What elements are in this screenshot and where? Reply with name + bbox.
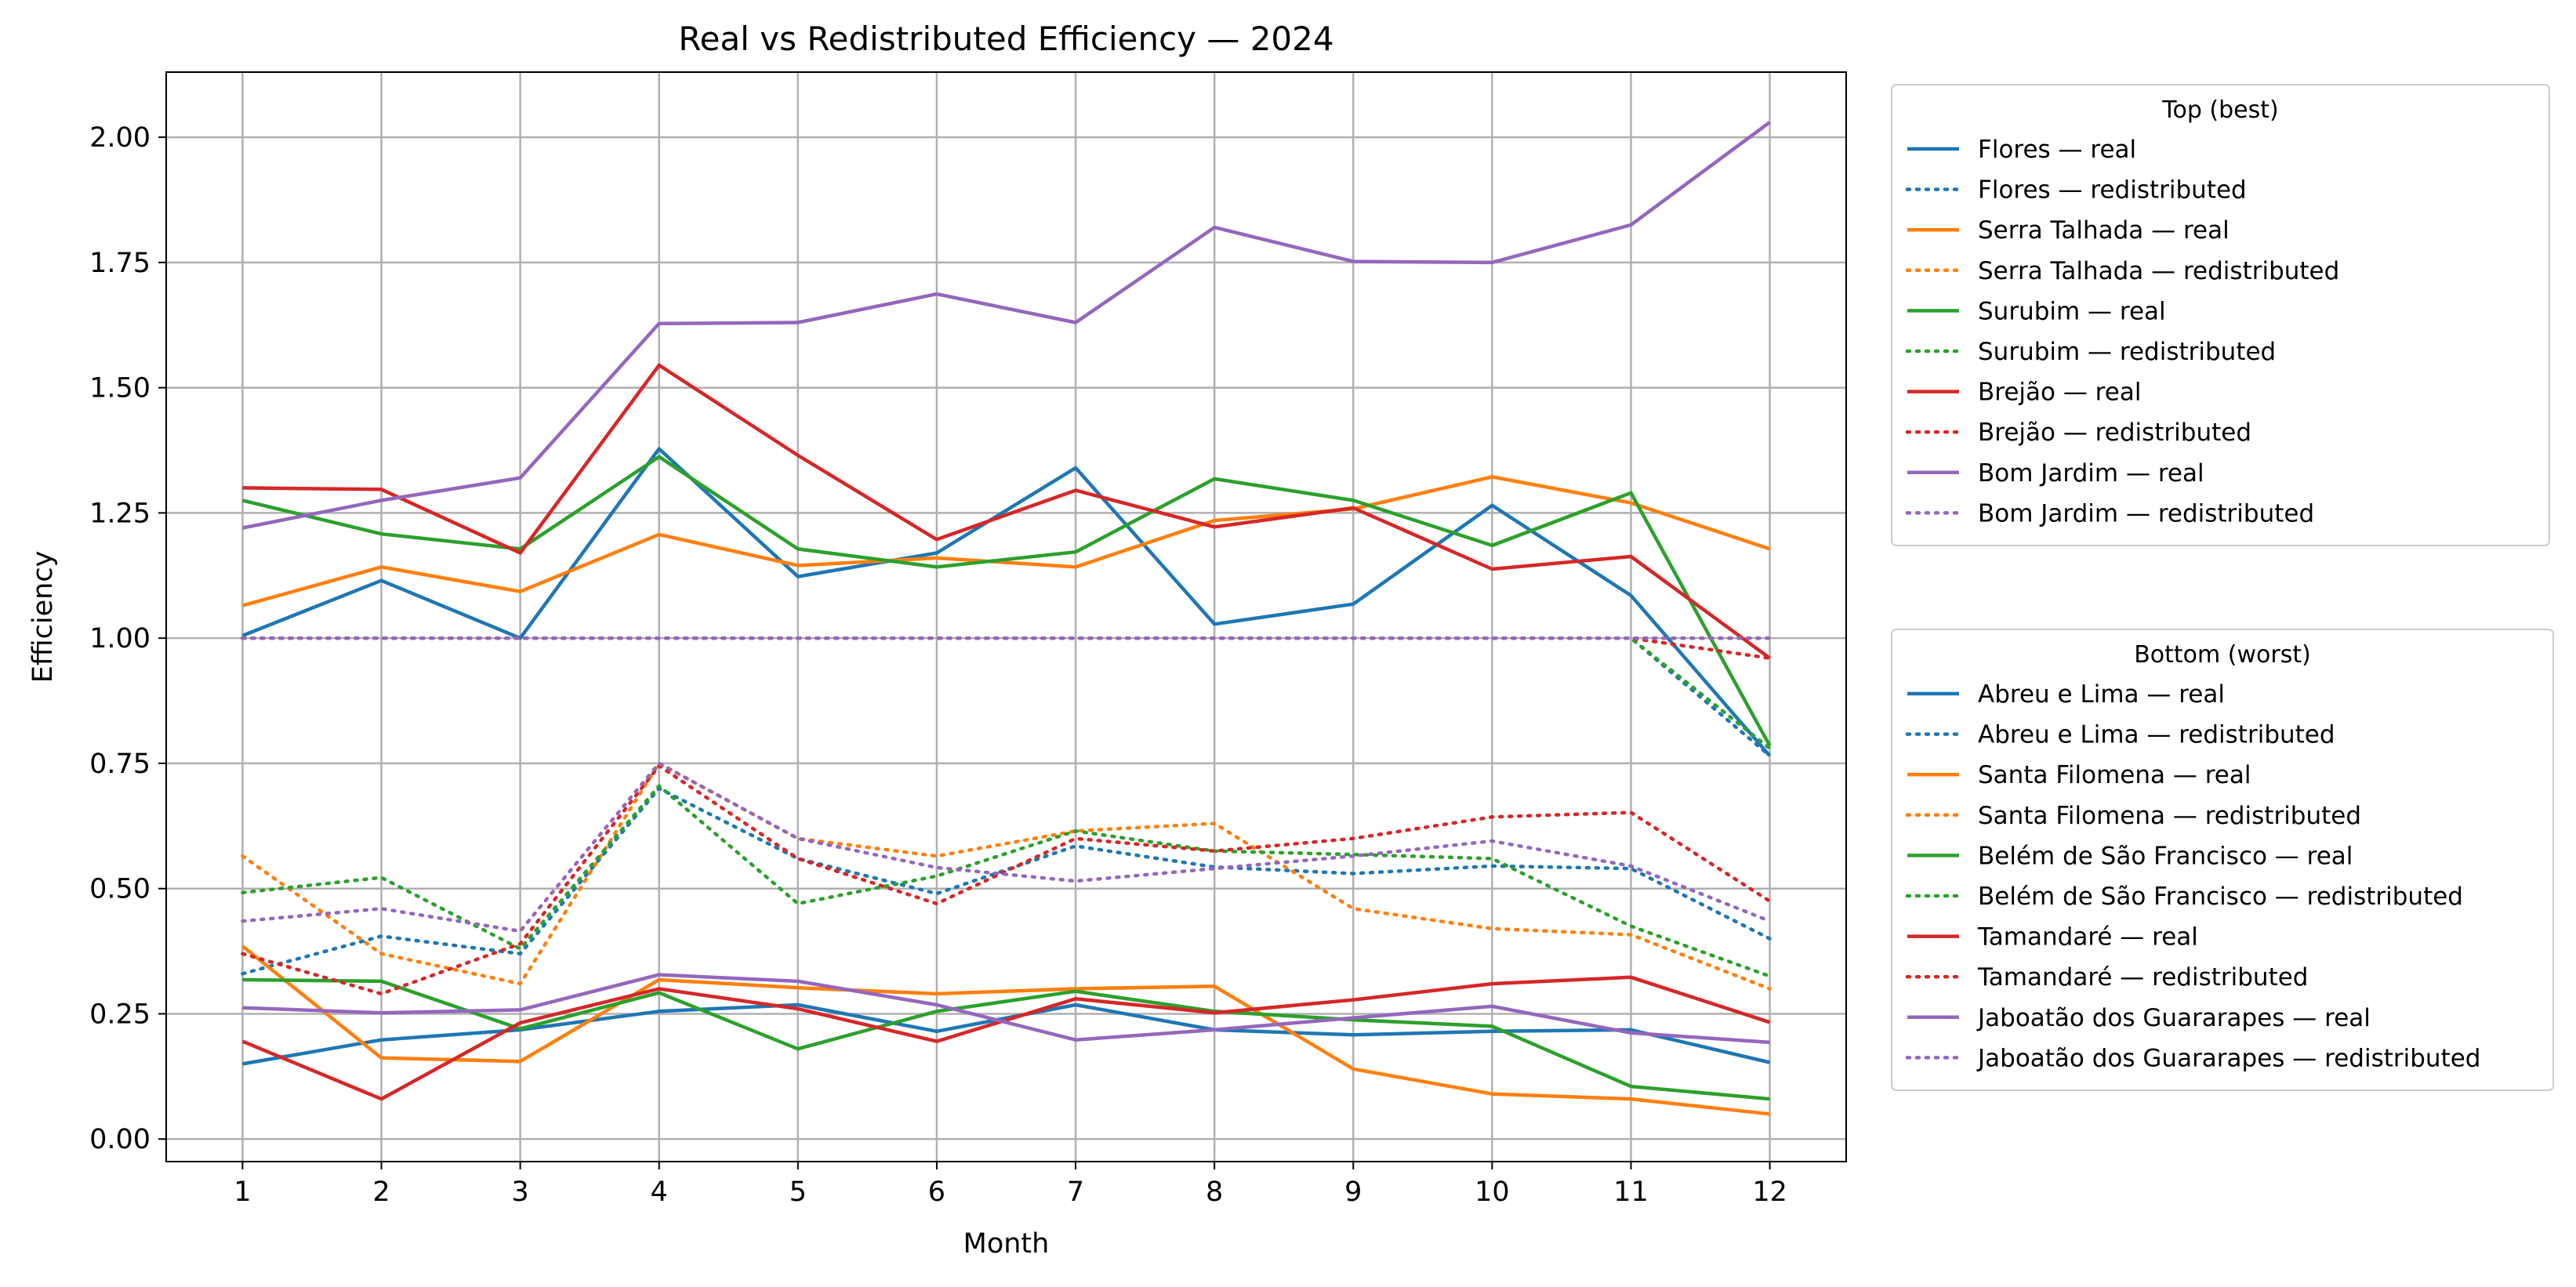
legend-label-bom-jardim-real: Bom Jardim — real [1978,459,2204,488]
y-tick-label: 2.00 [89,122,151,154]
legend-top: Top (best) Flores — real Flores — redistri… [1891,84,2550,546]
series-line-jaboatao-dos-guararapes-redistributed [241,761,1772,934]
legend-title: Bottom (worst) [2134,641,2311,669]
legend-label-abreu-e-lima-redistributed: Abreu e Lima — redistributed [1978,721,2335,749]
y-tick-label: 0.75 [89,749,151,780]
x-tick-label: 8 [1206,1176,1223,1208]
series-line-abreu-e-lima-redistributed [241,786,1772,976]
plot-frame [165,71,1847,1162]
legend-label-surubim-real: Surubim — real [1978,297,2166,325]
legend-label-brejao-real: Brejão — real [1978,379,2141,407]
legend-label-tamandare-redistributed: Tamandaré — redistributed [1977,963,2308,992]
legend-label-abreu-e-lima-real: Abreu e Lima — real [1978,680,2225,709]
series-layer [241,121,1772,1116]
legend-label-flores-real: Flores — real [1978,136,2136,164]
legend-label-jaboatao-dos-guararapes-real: Jaboatão dos Guararapes — real [1976,1004,2371,1032]
x-tick-label: 3 [511,1176,528,1208]
legend-label-serra-talhada-real: Serra Talhada — real [1978,216,2230,245]
y-tick-label: 1.50 [89,373,151,404]
y-tick-label: 0.50 [89,874,151,905]
y-tick-label: 1.00 [89,623,151,654]
x-tick-label: 11 [1613,1176,1649,1208]
legend-bottom: Bottom (worst) Abreu e Lima — real Abreu e… [1891,629,2554,1091]
ticks-layer: 1 2 3 4 5 6 7 8 9 10 11 120.000.250.500.751.001.251… [89,122,1787,1208]
y-tick-label: 0.00 [89,1124,151,1155]
x-tick-label: 5 [789,1176,807,1208]
series-line-surubim-redistributed [241,636,1772,751]
legend-label-tamandare-real: Tamandaré — real [1977,923,2198,952]
y-tick-label: 1.75 [89,248,151,279]
x-tick-label: 12 [1752,1176,1787,1208]
x-tick-label: 2 [372,1176,390,1208]
x-axis-label: Month [963,1228,1050,1260]
series-line-santa-filomena-redistributed [241,761,1772,991]
series-line-tamandare-real [241,975,1771,1101]
legend-label-belem-de-sao-francisco-real: Belém de São Francisco — real [1978,842,2353,870]
y-tick-label: 1.25 [89,498,151,529]
legend-title: Top (best) [2161,96,2278,124]
x-tick-label: 9 [1344,1176,1362,1208]
x-tick-label: 7 [1067,1176,1084,1208]
series-line-belem-de-sao-francisco-redistributed [241,784,1772,978]
series-line-bom-jardim-real [241,121,1771,530]
x-tick-label: 1 [234,1176,251,1208]
series-line-brejao-real [242,363,1771,660]
x-tick-label: 6 [928,1176,945,1208]
legend-layer: Top (best) Flores — real Flores — redistri… [1891,84,2554,1091]
series-line-flores-redistributed [241,636,1772,758]
series-line-brejao-redistributed [241,636,1772,660]
series-line-belem-de-sao-francisco-real [242,977,1770,1101]
y-axis-label: Efficiency [27,551,59,683]
legend-frame [1891,629,2554,1091]
legend-label-brejao-redistributed: Brejão — redistributed [1978,419,2251,447]
legend-label-belem-de-sao-francisco-redistributed: Belém de São Francisco — redistributed [1978,883,2463,911]
series-line-serra-talhada-real [241,475,1771,607]
series-line-santa-filomena-real [241,944,1770,1116]
series-line-abreu-e-lima-real [242,1002,1771,1066]
series-line-tamandare-redistributed [241,763,1772,996]
y-tick-label: 0.25 [89,999,151,1030]
legend-label-jaboatao-dos-guararapes-redistributed: Jaboatão dos Guararapes — redistributed [1976,1044,2480,1072]
legend-frame [1891,84,2550,546]
legend-label-surubim-redistributed: Surubim — redistributed [1978,338,2276,366]
series-line-surubim-real [241,455,1772,747]
legend-label-serra-talhada-redistributed: Serra Talhada — redistributed [1978,257,2339,285]
legend-label-bom-jardim-redistributed: Bom Jardim — redistributed [1978,499,2314,527]
x-tick-label: 4 [651,1176,668,1208]
legend-label-santa-filomena-real: Santa Filomena — real [1978,761,2251,789]
legend-label-santa-filomena-redistributed: Santa Filomena — redistributed [1978,802,2361,830]
legend-label-flores-redistributed: Flores — redistributed [1978,176,2247,205]
chart-title: Real vs Redistributed Efficiency — 2024 [678,20,1333,58]
series-line-jaboatao-dos-guararapes-real [242,973,1770,1045]
x-tick-label: 10 [1475,1176,1510,1208]
series-line-flores-real [241,447,1772,757]
